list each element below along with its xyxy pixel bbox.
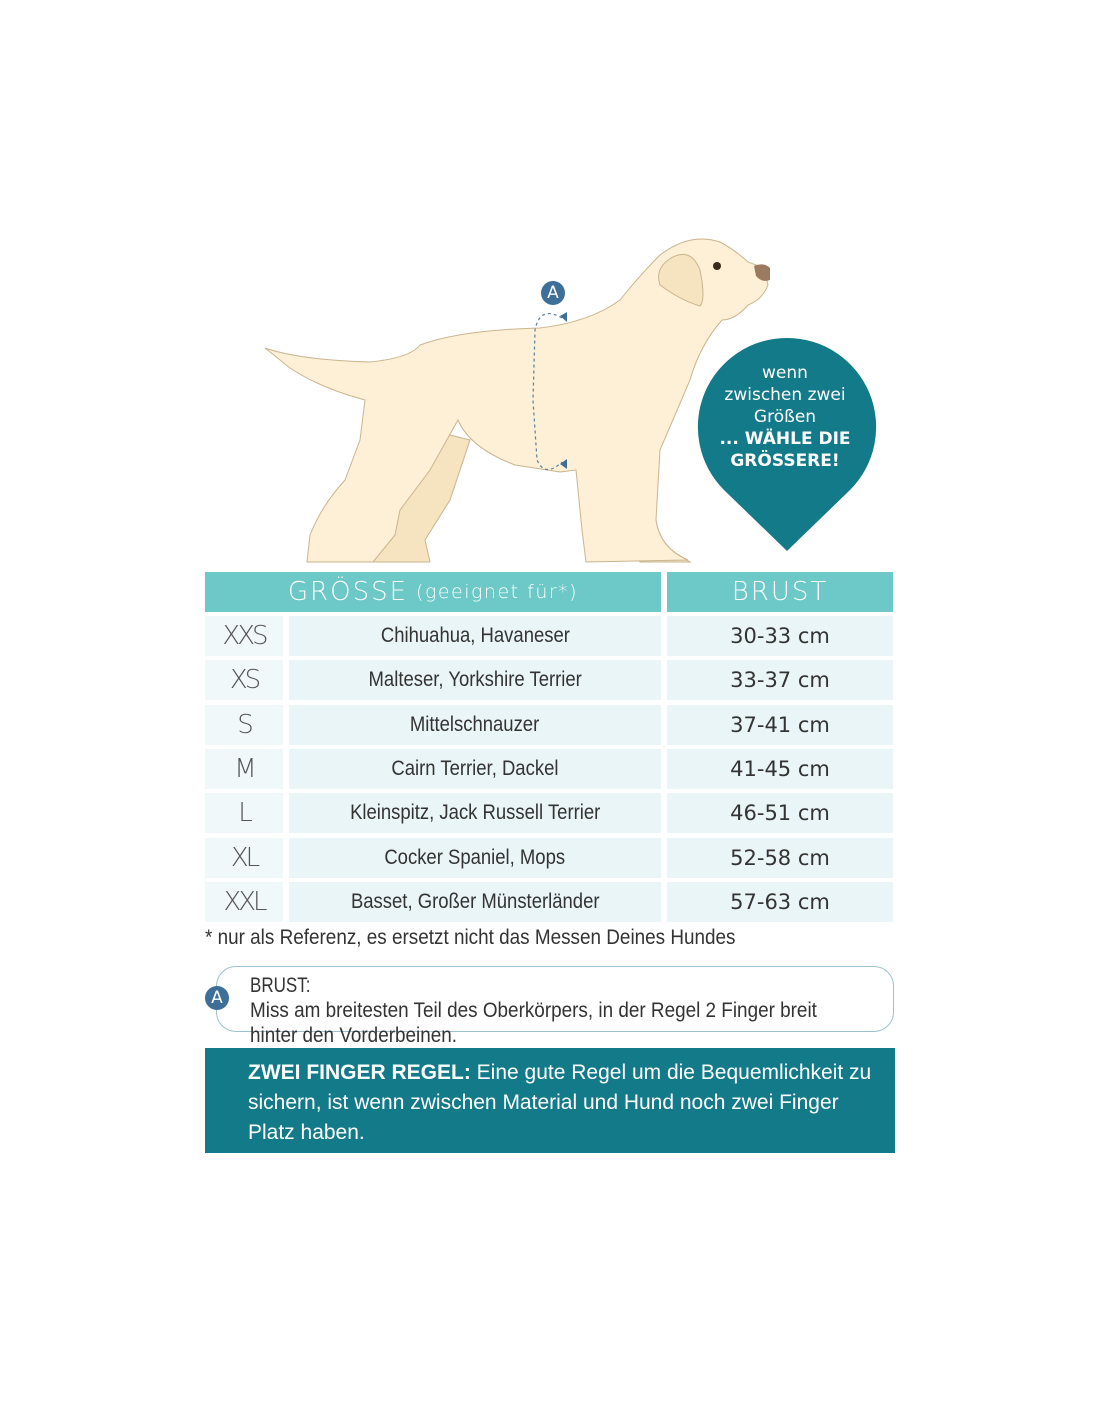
breed-cell: Chihuahua, Havaneser bbox=[289, 616, 661, 656]
size-cell: XXL bbox=[205, 881, 283, 922]
breed-cell: Cocker Spaniel, Mops bbox=[289, 837, 661, 878]
table-row: XXL Basset, Großer Münsterländer 57-63 cm bbox=[205, 881, 893, 922]
breed-cell: Cairn Terrier, Dackel bbox=[289, 748, 661, 789]
arrow-icon bbox=[560, 459, 567, 469]
breed-cell: Mittelschnauzer bbox=[289, 704, 661, 745]
dog-body bbox=[264, 238, 769, 563]
brust-cell: 33-37 cm bbox=[667, 660, 893, 701]
header-size: GRÖSSE (geeignet für*) bbox=[205, 572, 661, 612]
breed-cell: Basset, Großer Münsterländer bbox=[289, 881, 661, 922]
brust-cell: 57-63 cm bbox=[667, 881, 893, 922]
header-size-note: (geeignet für*) bbox=[416, 581, 579, 603]
rule-body: Eine gute Regel um die Bequemlichkeit zu… bbox=[248, 1061, 872, 1144]
table-row: XS Malteser, Yorkshire Terrier 33-37 cm bbox=[205, 660, 893, 701]
header-size-label: GRÖSSE bbox=[287, 577, 409, 607]
breed-cell: Kleinspitz, Jack Russell Terrier bbox=[289, 793, 661, 834]
breed-text: Basset, Großer Münsterländer bbox=[350, 889, 600, 913]
table-row: L Kleinspitz, Jack Russell Terrier 46-51 c… bbox=[205, 793, 893, 834]
breed-text: Cairn Terrier, Dackel bbox=[391, 756, 559, 780]
breed-text: Mittelschnauzer bbox=[410, 712, 540, 736]
header-brust: BRUST bbox=[667, 572, 893, 612]
bubble-text: wenn zwischen zwei Größen ... WÄHLE DIE … bbox=[700, 362, 870, 472]
footnote: * nur als Referenz, es ersetzt nicht das… bbox=[205, 926, 794, 950]
size-cell: M bbox=[205, 748, 283, 789]
measure-note-label: BRUST: bbox=[250, 974, 311, 997]
dog-nose bbox=[754, 264, 770, 281]
size-cell: L bbox=[205, 793, 283, 834]
brust-cell: 37-41 cm bbox=[667, 704, 893, 745]
bubble-line: zwischen zwei bbox=[724, 385, 846, 405]
dog-eye bbox=[713, 262, 721, 270]
rule-text: ZWEI FINGER REGEL: Eine gute Regel um di… bbox=[248, 1058, 888, 1148]
bubble-line: wenn bbox=[762, 363, 808, 383]
arrow-icon bbox=[560, 312, 567, 322]
size-cell: XL bbox=[205, 837, 283, 878]
table-row: M Cairn Terrier, Dackel 41-45 cm bbox=[205, 748, 893, 789]
breed-text: Malteser, Yorkshire Terrier bbox=[368, 668, 582, 692]
dog-illustration bbox=[264, 238, 877, 563]
measure-note-text: BRUST: Miss am breitesten Teil des Oberk… bbox=[250, 973, 890, 1048]
bubble-line: ... WÄHLE DIE bbox=[719, 429, 851, 449]
brust-cell: 30-33 cm bbox=[667, 616, 893, 656]
table-row: XL Cocker Spaniel, Mops 52-58 cm bbox=[205, 837, 893, 878]
measure-note: BRUST: Miss am breitesten Teil des Oberk… bbox=[216, 966, 894, 1047]
bubble-line: Größen bbox=[753, 407, 817, 427]
breed-text: Kleinspitz, Jack Russell Terrier bbox=[349, 801, 601, 825]
brust-cell: 52-58 cm bbox=[667, 837, 893, 878]
table-row: S Mittelschnauzer 37-41 cm bbox=[205, 704, 893, 745]
breed-cell: Malteser, Yorkshire Terrier bbox=[289, 660, 661, 701]
info-bubble bbox=[697, 337, 877, 551]
rule-label: ZWEI FINGER REGEL: bbox=[248, 1061, 471, 1084]
footnote-text: * nur als Referenz, es ersetzt nicht das… bbox=[205, 926, 736, 949]
brust-cell: 41-45 cm bbox=[667, 748, 893, 789]
brust-cell: 46-51 cm bbox=[667, 793, 893, 834]
two-finger-rule: ZWEI FINGER REGEL: Eine gute Regel um di… bbox=[205, 1048, 895, 1153]
breed-text: Chihuahua, Havaneser bbox=[380, 624, 570, 647]
bubble-line: GRÖSSERE! bbox=[730, 451, 840, 471]
size-cell: XS bbox=[205, 660, 283, 701]
measure-note-body: Miss am breitesten Teil des Oberkörpers,… bbox=[250, 999, 817, 1047]
marker-a-icon: A bbox=[205, 986, 229, 1010]
chest-measure-line bbox=[532, 312, 563, 471]
size-cell: S bbox=[205, 704, 283, 745]
marker-a-icon: A bbox=[541, 281, 565, 305]
breed-text: Cocker Spaniel, Mops bbox=[384, 845, 566, 869]
table-row: XXS Chihuahua, Havaneser 30-33 cm bbox=[205, 616, 893, 656]
dog-ear bbox=[658, 253, 704, 307]
header-brust-label: BRUST bbox=[731, 577, 829, 607]
size-cell: XXS bbox=[205, 616, 283, 656]
